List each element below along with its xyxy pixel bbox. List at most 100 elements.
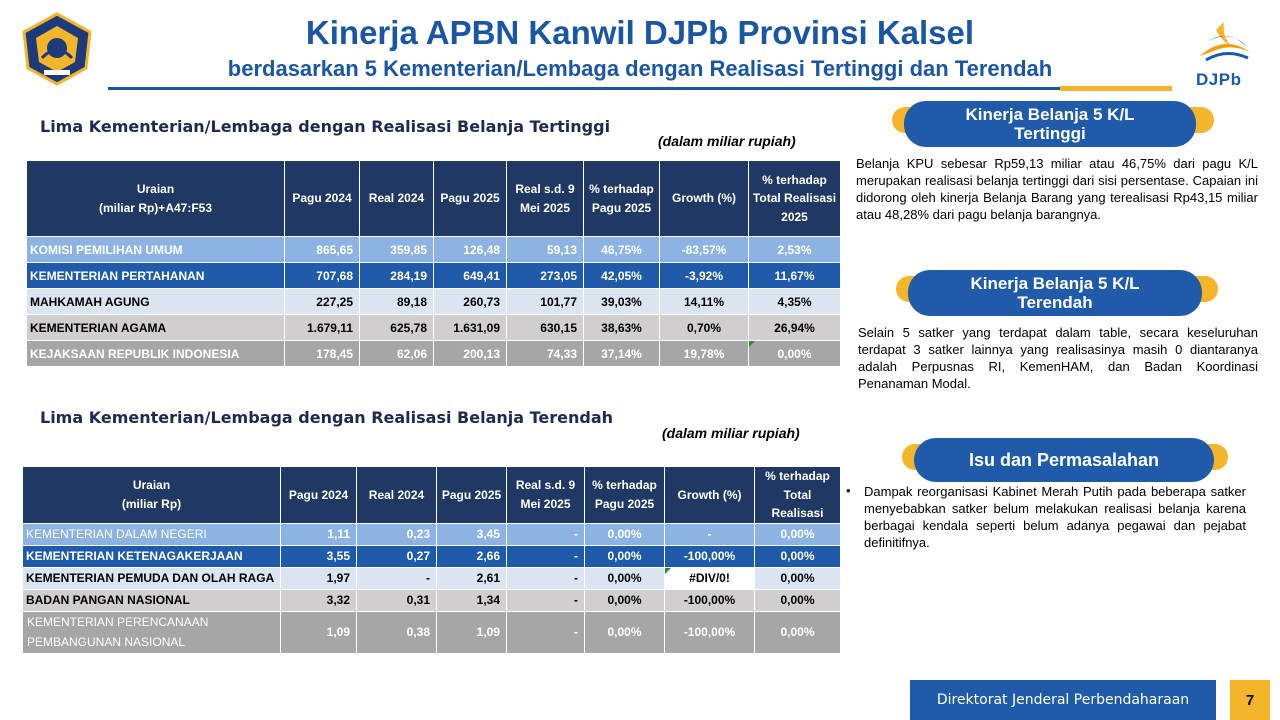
cell-pct-pagu: 0,00% <box>584 610 665 654</box>
box-terendah-heading: Kinerja Belanja 5 K/L Terendah <box>896 270 1218 316</box>
cell-pagu-2025: 260,73 <box>433 288 507 315</box>
top-table-header-row: Uraian (miliar Rp)+A47:F53 Pagu 2024 Real… <box>26 160 841 237</box>
cell-real-sd: - <box>506 544 585 568</box>
col-growth: Growth (%) <box>664 466 755 524</box>
heading-pill: Kinerja Belanja 5 K/L Terendah <box>908 270 1202 316</box>
table-row: KEMENTERIAN PERTAHANAN 707,68 284,19 649… <box>26 262 841 289</box>
cell-pagu-2025: 1,34 <box>436 588 507 612</box>
cell-real-sd: - <box>506 522 585 546</box>
title-divider <box>108 87 1172 90</box>
row-name: KEMENTERIAN KETENAGAKERJAAN <box>22 544 281 568</box>
djpb-logo <box>1192 16 1256 94</box>
cell-real-2024: 359,85 <box>359 236 434 263</box>
cell-pagu-2025: 1,09 <box>436 610 507 654</box>
table-row: KEMENTERIAN PERENCANAAN PEMBANGUNAN NASIO… <box>22 610 841 654</box>
cell-pagu-2024: 1,11 <box>280 522 357 546</box>
cell-pct-pagu: 0,00% <box>584 588 665 612</box>
heading-pill: Kinerja Belanja 5 K/L Tertinggi <box>904 101 1196 147</box>
cell-pagu-2024: 3,32 <box>280 588 357 612</box>
col-pagu-2024: Pagu 2024 <box>284 160 360 237</box>
table-row: KEMENTERIAN KETENAGAKERJAAN 3,55 0,27 2,… <box>22 544 841 568</box>
col-uraian: Uraian (miliar Rp) <box>22 466 281 524</box>
cell-real-sd: 74,33 <box>506 340 584 367</box>
cell-pagu-2025: 200,13 <box>433 340 507 367</box>
col-real-sd: Real s.d. 9 Mei 2025 <box>506 160 584 237</box>
cell-growth: -3,92% <box>659 262 749 289</box>
cell-real-2024: 0,27 <box>356 544 437 568</box>
cell-pagu-2025: 1.631,09 <box>433 314 507 341</box>
cell-real-sd: - <box>506 566 585 590</box>
cell-pct-pagu: 42,05% <box>583 262 660 289</box>
cell-pct-pagu: 0,00% <box>584 522 665 546</box>
cell-real-2024: 0,31 <box>356 588 437 612</box>
cell-pagu-2025: 649,41 <box>433 262 507 289</box>
col-pagu-2025: Pagu 2025 <box>433 160 507 237</box>
page-number: 7 <box>1230 680 1270 720</box>
title-divider-accent <box>1060 86 1172 91</box>
cell-real-2024: 284,19 <box>359 262 434 289</box>
col-uraian: Uraian (miliar Rp)+A47:F53 <box>26 160 285 237</box>
col-pct-total: % terhadap Total Realisasi 2025 <box>748 160 841 237</box>
cell-real-sd: - <box>506 588 585 612</box>
cell-pagu-2024: 1,97 <box>280 566 357 590</box>
row-name: KEJAKSAAN REPUBLIK INDONESIA <box>26 340 285 367</box>
cell-growth: -100,00% <box>664 544 755 568</box>
cell-pct-total: 0,00% <box>748 340 841 367</box>
cell-growth: #DIV/0! <box>664 566 755 590</box>
table-row: KEMENTERIAN PEMUDA DAN OLAH RAGA 1,97 - … <box>22 566 841 590</box>
cell-real-2024: 89,18 <box>359 288 434 315</box>
cell-real-2024: 625,78 <box>359 314 434 341</box>
cell-growth: 19,78% <box>659 340 749 367</box>
table-row: KEMENTERIAN AGAMA 1.679,11 625,78 1.631,… <box>26 314 841 341</box>
col-pct-pagu: % terhadap Pagu 2025 <box>584 466 665 524</box>
table-row: KEJAKSAAN REPUBLIK INDONESIA 178,45 62,0… <box>26 340 841 367</box>
cell-pagu-2024: 865,65 <box>284 236 360 263</box>
box-terendah-text: Selain 5 satker yang terdapat dalam tabl… <box>858 325 1258 391</box>
col-real-2024: Real 2024 <box>356 466 437 524</box>
cell-pagu-2024: 1,09 <box>280 610 357 654</box>
cell-pagu-2024: 1.679,11 <box>284 314 360 341</box>
row-name: KOMISI PEMILIHAN UMUM <box>26 236 285 263</box>
col-real-2024: Real 2024 <box>359 160 434 237</box>
bottom-table-header-row: Uraian (miliar Rp) Pagu 2024 Real 2024 Pa… <box>22 466 841 524</box>
heading-pill: Isu dan Permasalahan <box>914 438 1214 482</box>
page-title: Kinerja APBN Kanwil DJPb Provinsi Kalsel <box>305 14 975 51</box>
cell-pct-total: 4,35% <box>748 288 841 315</box>
table-row: BADAN PANGAN NASIONAL 3,32 0,31 1,34 - 0… <box>22 588 841 612</box>
cell-pct-total: 26,94% <box>748 314 841 341</box>
table-row: KOMISI PEMILIHAN UMUM 865,65 359,85 126,… <box>26 236 841 263</box>
box-tertinggi-heading: Kinerja Belanja 5 K/L Tertinggi <box>892 101 1214 147</box>
cell-real-2024: 0,38 <box>356 610 437 654</box>
top-section-title: Lima Kementerian/Lembaga dengan Realisas… <box>40 117 611 136</box>
cell-pct-total: 0,00% <box>754 610 841 654</box>
row-name: KEMENTERIAN PERENCANAAN PEMBANGUNAN NASIO… <box>22 610 281 654</box>
cell-real-sd: 630,15 <box>506 314 584 341</box>
cell-real-2024: - <box>356 566 437 590</box>
cell-growth: 0,70% <box>659 314 749 341</box>
cell-pct-pagu: 0,00% <box>584 544 665 568</box>
cell-pct-total: 2,53% <box>748 236 841 263</box>
col-pct-total: % terhadap Total Realisasi <box>754 466 841 524</box>
row-name: KEMENTERIAN PERTAHANAN <box>26 262 285 289</box>
cell-pagu-2025: 2,61 <box>436 566 507 590</box>
col-growth: Growth (%) <box>659 160 749 237</box>
page-subtitle: berdasarkan 5 Kementerian/Lembaga dengan… <box>227 56 1053 81</box>
footer-org: Direktorat Jenderal Perbendaharaan <box>910 680 1216 720</box>
top-unit-note: (dalam miliar rupiah) <box>658 133 796 149</box>
bottom-unit-note: (dalam miliar rupiah) <box>662 425 800 441</box>
row-name: KEMENTERIAN PEMUDA DAN OLAH RAGA <box>22 566 281 590</box>
cell-pct-total: 0,00% <box>754 544 841 568</box>
cell-pct-pagu: 46,75% <box>583 236 660 263</box>
bottom-section-title: Lima Kementerian/Lembaga dengan Realisas… <box>40 408 614 427</box>
djpb-logo-text: DJPb <box>1196 70 1242 89</box>
row-name: KEMENTERIAN AGAMA <box>26 314 285 341</box>
cell-pagu-2024: 3,55 <box>280 544 357 568</box>
cell-growth: -83,57% <box>659 236 749 263</box>
cell-pct-total: 0,00% <box>754 522 841 546</box>
cell-pagu-2025: 126,48 <box>433 236 507 263</box>
cell-pct-pagu: 39,03% <box>583 288 660 315</box>
cell-growth: - <box>664 522 755 546</box>
box-isu-heading: Isu dan Permasalahan <box>902 438 1228 482</box>
cell-pagu-2024: 707,68 <box>284 262 360 289</box>
cell-real-sd: 101,77 <box>506 288 584 315</box>
